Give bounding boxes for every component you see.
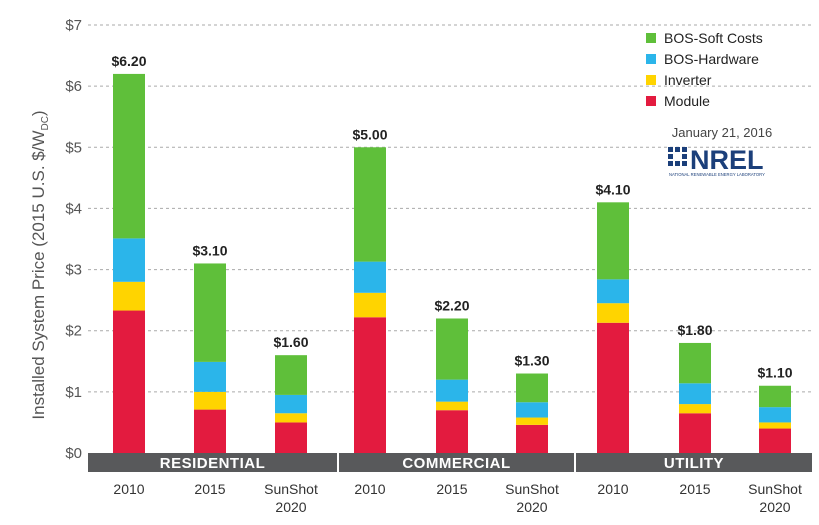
- bar-segment-inverter: [113, 281, 145, 311]
- bar-segment-bos-soft-costs: [679, 342, 711, 384]
- bar-segment-bos-hardware: [194, 361, 226, 392]
- bar-total-label: $1.60: [273, 334, 308, 350]
- bar-segment-bos-hardware: [275, 394, 307, 414]
- x-tick-label-line2: 2020: [516, 499, 547, 515]
- legend-label-bos-hardware: BOS-Hardware: [664, 51, 759, 67]
- x-tick-label: 2015: [679, 481, 710, 497]
- x-tick-label-line2: 2020: [759, 499, 790, 515]
- bar-segment-bos-soft-costs: [759, 385, 791, 408]
- bar-segment-module: [679, 413, 711, 453]
- y-axis-title-main: Installed System Price (2015 U.S. $/W: [29, 131, 48, 420]
- bar-total-label: $1.80: [677, 322, 712, 338]
- bars: [113, 73, 791, 453]
- bar-total-label: $5.00: [352, 126, 387, 142]
- y-tick-label: $5: [65, 139, 82, 156]
- group-band-segment: [576, 453, 812, 472]
- bar-segment-inverter: [194, 391, 226, 410]
- bar-segment-inverter: [597, 303, 629, 323]
- y-tick-label: $6: [65, 78, 82, 95]
- bar-segment-bos-soft-costs: [275, 355, 307, 395]
- y-tick-label: $0: [65, 445, 82, 462]
- y-tick-label: $3: [65, 262, 82, 279]
- y-tick-label: $1: [65, 384, 82, 401]
- x-tick-label: 2010: [354, 481, 385, 497]
- legend-swatch-bos-soft-costs: [646, 33, 656, 43]
- y-axis-title: Installed System Price (2015 U.S. $/WDC): [29, 110, 51, 419]
- group-label: RESIDENTIAL: [160, 455, 266, 472]
- bar-total-label: $6.20: [111, 53, 146, 69]
- bar-segment-bos-soft-costs: [354, 147, 386, 262]
- bar-segment-bos-hardware: [679, 383, 711, 405]
- bar-segment-module: [597, 322, 629, 453]
- bar-segment-bos-soft-costs: [194, 263, 226, 362]
- bar-total-label: $2.20: [434, 297, 469, 313]
- y-tick-label: $2: [65, 323, 82, 340]
- bar-segment-module: [436, 410, 468, 453]
- nrel-logo-mark: [668, 147, 687, 166]
- y-axis-ticks: $0 $1 $2 $3 $4 $5 $6 $7: [65, 17, 82, 462]
- bar-segment-module: [759, 428, 791, 453]
- bar-segment-inverter: [275, 413, 307, 423]
- x-tick-label: 2010: [597, 481, 628, 497]
- legend-label-module: Module: [664, 93, 710, 109]
- y-axis-title-close: ): [29, 110, 48, 116]
- date-label: January 21, 2016: [672, 125, 772, 140]
- bar-total-label: $1.30: [514, 353, 549, 369]
- bar-segment-inverter: [354, 292, 386, 318]
- bar-segment-bos-soft-costs: [516, 373, 548, 403]
- x-tick-label: 2015: [436, 481, 467, 497]
- x-tick-label: SunShot: [264, 481, 318, 497]
- bar-total-label: $1.10: [757, 365, 792, 381]
- group-label: COMMERCIAL: [402, 455, 510, 472]
- y-axis-title-subscript: DC: [40, 116, 51, 130]
- bar-segment-bos-hardware: [516, 402, 548, 418]
- legend-label-bos-soft-costs: BOS-Soft Costs: [664, 30, 763, 46]
- bar-total-label: $3.10: [192, 242, 227, 258]
- x-tick-label-line2: 2020: [275, 499, 306, 515]
- legend-label-inverter: Inverter: [664, 72, 712, 88]
- bar-segment-bos-hardware: [759, 407, 791, 423]
- bar-segment-bos-hardware: [597, 279, 629, 304]
- group-band: RESIDENTIAL COMMERCIAL UTILITY: [88, 453, 812, 472]
- bar-segment-module: [354, 317, 386, 453]
- bar-segment-inverter: [759, 422, 791, 429]
- bar-segment-bos-soft-costs: [436, 318, 468, 380]
- bar-segment-module: [516, 424, 548, 453]
- nrel-logo-subtext: NATIONAL RENEWABLE ENERGY LABORATORY: [669, 172, 765, 177]
- bar-total-label: $4.10: [595, 181, 630, 197]
- bar-segment-inverter: [679, 404, 711, 414]
- x-tick-label: SunShot: [505, 481, 559, 497]
- y-tick-label: $4: [65, 200, 82, 217]
- bar-segment-module: [113, 310, 145, 453]
- bar-segment-bos-hardware: [354, 261, 386, 293]
- group-label: UTILITY: [664, 455, 724, 472]
- x-tick-label: 2015: [194, 481, 225, 497]
- bar-segment-bos-hardware: [436, 379, 468, 402]
- legend-swatch-bos-hardware: [646, 54, 656, 64]
- x-axis-ticks: 2010 2015 SunShot 2020 2010 2015 SunShot 2020 20…: [113, 481, 802, 515]
- bar-segment-inverter: [516, 417, 548, 425]
- bar-segment-bos-soft-costs: [597, 202, 629, 280]
- bar-segment-bos-soft-costs: [113, 73, 145, 239]
- x-tick-label: SunShot: [748, 481, 802, 497]
- total-labels: $6.20 $3.10 $1.60 $5.00 $2.20 $1.30 $4.10 $1.80…: [111, 53, 792, 381]
- bar-segment-module: [275, 422, 307, 453]
- bar-segment-bos-hardware: [113, 238, 145, 282]
- group-band-segment: [339, 453, 574, 472]
- bar-segment-inverter: [436, 401, 468, 411]
- bar-segment-module: [194, 409, 226, 453]
- x-tick-label: 2010: [113, 481, 144, 497]
- nrel-annotation: January 21, 2016 NREL NATIONAL RENEWABLE…: [668, 125, 772, 177]
- nrel-logo-text: NREL: [690, 145, 764, 175]
- legend-swatch-module: [646, 96, 656, 106]
- legend-swatch-inverter: [646, 75, 656, 85]
- group-band-segment: [88, 453, 337, 472]
- y-tick-label: $7: [65, 17, 82, 34]
- legend: BOS-Soft Costs BOS-Hardware Inverter Module: [646, 30, 763, 109]
